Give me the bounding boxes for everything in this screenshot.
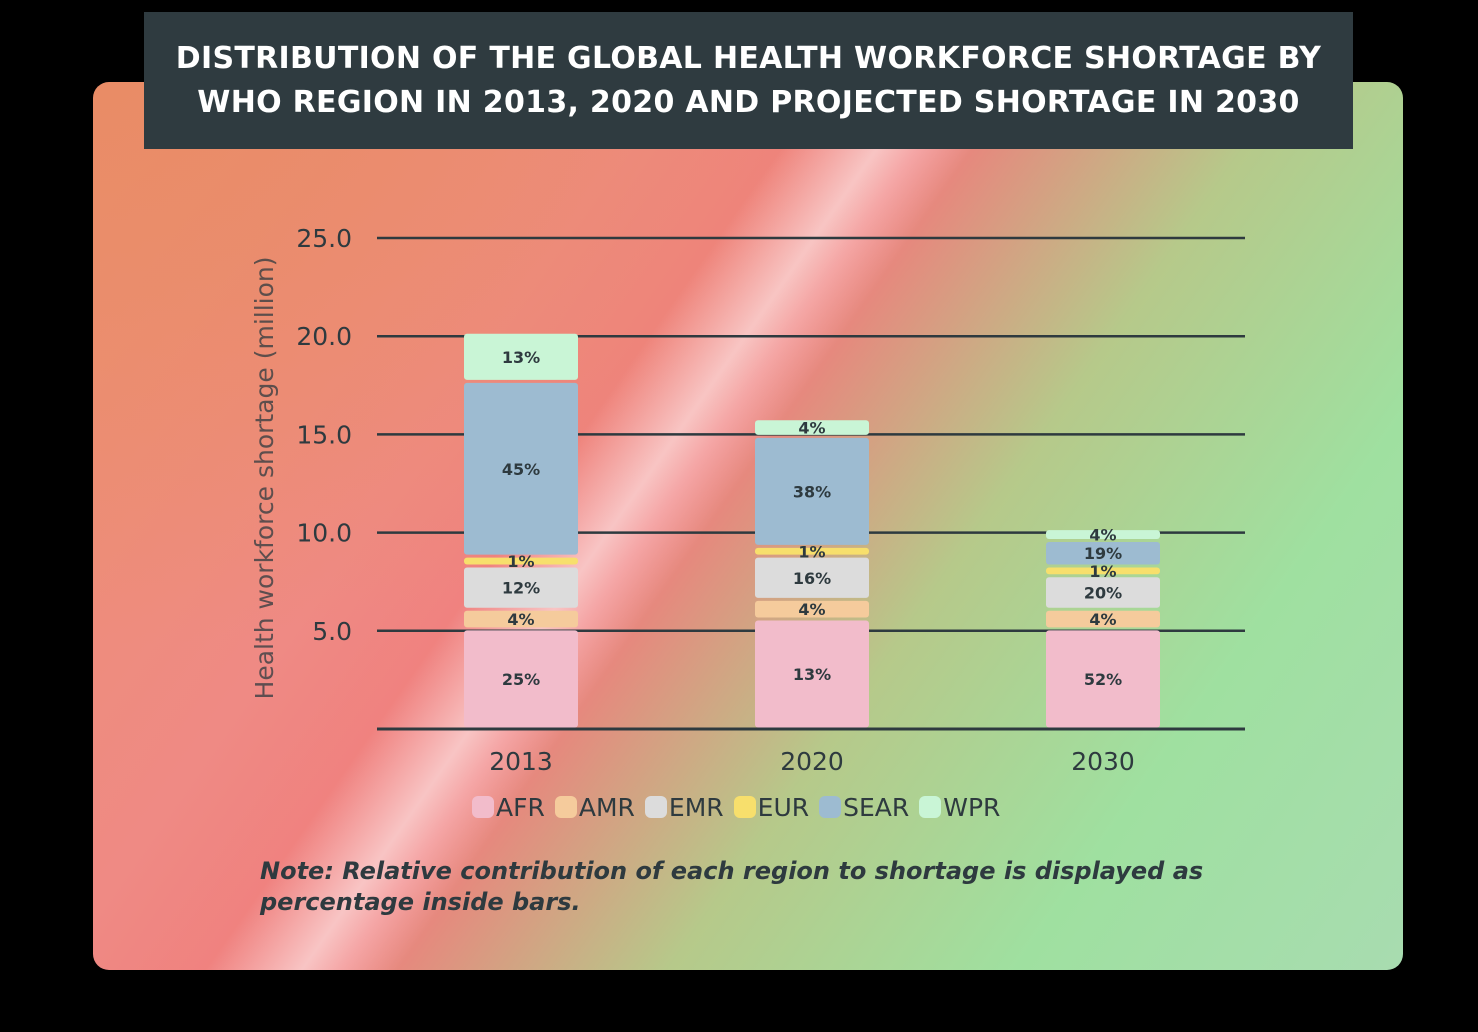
bar-data-label: 1% xyxy=(1089,562,1116,581)
bars: 25% 4% 12% 1% 45% 13% 13% 4% 16% 1% 38% 4% 52% 4% 20% 1… xyxy=(464,333,1160,728)
x-axis-tick-labels: 2013 2020 2030 xyxy=(489,747,1135,776)
legend-item-amr: AMR xyxy=(554,792,635,822)
legend-swatch xyxy=(819,796,842,818)
legend-label: EUR xyxy=(757,792,810,822)
legend-swatch xyxy=(644,796,667,818)
bar-segment-emr-2020 xyxy=(755,557,869,598)
legend-swatch xyxy=(472,796,494,818)
bar-data-label: 1% xyxy=(798,542,825,561)
bar-segment-sear-2030 xyxy=(1046,541,1160,565)
bar-segment-afr-2020 xyxy=(755,620,869,728)
y-tick-label: 25.0 xyxy=(296,224,352,253)
bar-data-label: 45% xyxy=(502,460,540,479)
bar-data-label: 1% xyxy=(507,552,534,571)
bar-segment-afr-2030 xyxy=(1046,630,1160,728)
bar-data-label: 19% xyxy=(1084,544,1122,563)
x-tick-label: 2020 xyxy=(780,747,844,776)
bar-segment-emr-2013 xyxy=(464,567,578,608)
legend-label: SEAR xyxy=(843,792,910,822)
bar-segment-afr-2013 xyxy=(464,630,578,728)
y-axis-tick-labels: 5.0 10.0 15.0 20.0 25.0 xyxy=(296,224,352,646)
legend-item-afr: AFR xyxy=(472,793,545,822)
legend-label: WPR xyxy=(943,792,1001,822)
legend-item-sear: SEAR xyxy=(819,793,909,822)
legend-item-eur: EUR xyxy=(733,792,810,822)
legend-item-wpr: WPR xyxy=(919,793,1000,822)
bar-segment-eur-2030 xyxy=(1046,567,1160,575)
bar-data-label: 52% xyxy=(1084,670,1122,689)
bar-segment-sear-2020 xyxy=(755,437,869,545)
bar-segment-emr-2030 xyxy=(1046,577,1160,608)
legend-item-emr: EMR xyxy=(644,792,724,822)
chart-note: Note: Relative contribution of each regi… xyxy=(260,857,1204,916)
bar-data-label: 4% xyxy=(798,600,825,619)
bar-segment-amr-2030 xyxy=(1046,610,1160,628)
bar-segment-wpr-2030 xyxy=(1046,530,1160,539)
y-tick-label: 20.0 xyxy=(296,322,352,351)
legend-label: EMR xyxy=(668,792,724,822)
y-tick-label: 5.0 xyxy=(312,617,352,646)
bar-segment-amr-2013 xyxy=(464,610,578,628)
bar-data-label: 38% xyxy=(793,482,831,501)
bar-data-label: 4% xyxy=(798,419,825,438)
legend-swatch xyxy=(733,796,756,818)
bar-segment-sear-2013 xyxy=(464,382,578,555)
bar-segment-wpr-2013 xyxy=(464,333,578,380)
legend-label: AFR xyxy=(496,792,545,822)
bar-segment-eur-2013 xyxy=(464,557,578,565)
legend: AFR AMR EMR EUR SEAR WPR xyxy=(472,790,1032,824)
legend-swatch xyxy=(554,796,577,818)
bar-data-label: 20% xyxy=(1084,584,1122,603)
bar-data-label: 13% xyxy=(502,348,540,367)
bar-segment-amr-2020 xyxy=(755,600,869,618)
chart-title-line-1: DISTRIBUTION OF THE GLOBAL HEALTH WORKFO… xyxy=(175,40,1322,76)
y-tick-label: 10.0 xyxy=(296,519,352,548)
bar-data-label: 4% xyxy=(507,610,534,629)
bar-data-label: 16% xyxy=(793,569,831,588)
y-axis-title: Health workforce shortage (million) xyxy=(250,257,279,700)
chart-title-line-2: WHO REGION IN 2013, 2020 AND PROJECTED S… xyxy=(197,84,1300,120)
bar-data-label: 4% xyxy=(1089,610,1116,629)
bar-data-label: 13% xyxy=(793,665,831,684)
legend-swatch xyxy=(919,796,942,818)
bar-data-label: 25% xyxy=(502,670,540,689)
legend-label: AMR xyxy=(578,792,635,822)
y-tick-label: 15.0 xyxy=(296,420,352,449)
bar-segment-eur-2020 xyxy=(755,547,869,555)
bar-segment-wpr-2020 xyxy=(755,420,869,435)
x-tick-label: 2030 xyxy=(1071,747,1135,776)
x-tick-label: 2013 xyxy=(489,747,553,776)
chart-header: DISTRIBUTION OF THE GLOBAL HEALTH WORKFO… xyxy=(144,12,1353,149)
bar-data-label: 4% xyxy=(1089,526,1116,545)
bar-data-label: 12% xyxy=(502,579,540,598)
